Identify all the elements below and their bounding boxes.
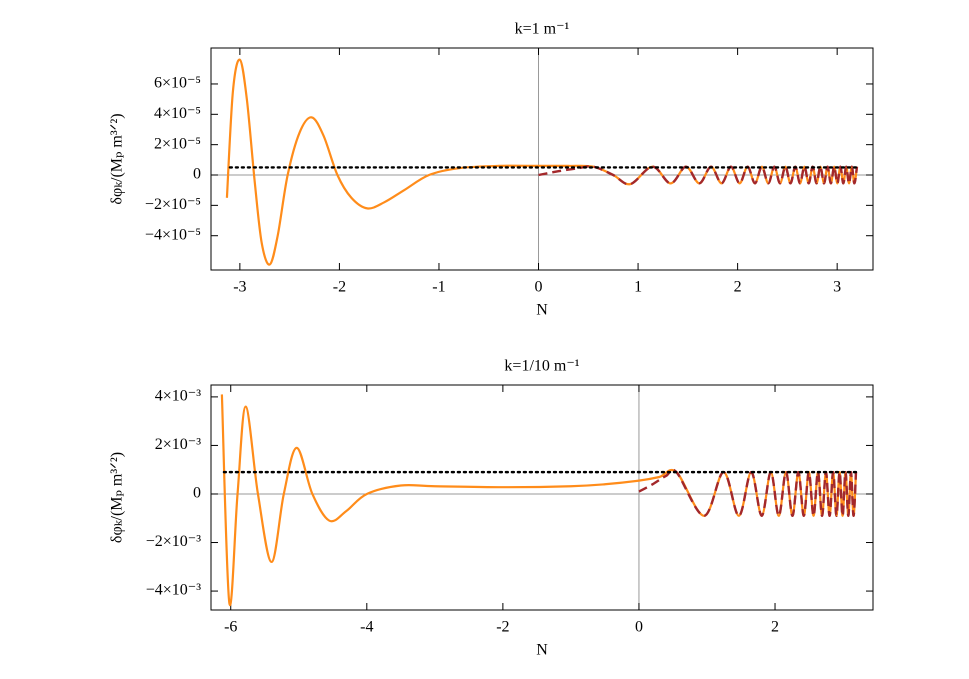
y-tick-label: −2×10⁻³ <box>146 533 201 550</box>
y-tick-label: 4×10⁻⁵ <box>154 105 201 122</box>
x-tick-label: 2 <box>734 279 742 296</box>
series-line <box>638 468 858 518</box>
y-axis-label: δφₖ/(Mₚ m³ᐟ²) <box>109 452 126 543</box>
plot-frame <box>210 384 874 611</box>
series-line <box>225 58 859 266</box>
x-tick-label: 0 <box>635 619 643 636</box>
x-tick-label: 2 <box>771 619 779 636</box>
y-tick-label: −2×10⁻⁵ <box>145 196 201 213</box>
chart-title: k=1 m⁻¹ <box>515 21 570 38</box>
plot-frame <box>210 47 874 271</box>
y-axis-label: δφₖ/(Mₚ m³ᐟ²) <box>109 113 126 204</box>
x-tick-label: -2 <box>496 619 509 636</box>
series-line <box>538 165 859 186</box>
x-tick-label: -6 <box>224 619 237 636</box>
x-tick-label: 0 <box>535 279 543 296</box>
chart-title: k=1/10 m⁻¹ <box>504 358 579 375</box>
x-tick-label: -1 <box>432 279 445 296</box>
x-tick-label: -2 <box>333 279 346 296</box>
y-tick-label: −4×10⁻³ <box>146 582 201 599</box>
x-tick-label: 3 <box>833 279 841 296</box>
x-tick-label: -3 <box>233 279 246 296</box>
y-tick-label: 2×10⁻⁵ <box>154 135 201 152</box>
series-line <box>220 394 858 607</box>
y-tick-label: 4×10⁻³ <box>155 388 201 405</box>
y-tick-label: 6×10⁻⁵ <box>154 75 201 92</box>
x-axis-label: N <box>536 642 548 659</box>
y-tick-label: 0 <box>193 485 201 502</box>
y-tick-label: 0 <box>193 166 201 183</box>
x-tick-label: -4 <box>360 619 373 636</box>
x-axis-label: N <box>536 302 548 319</box>
x-tick-label: 1 <box>634 279 642 296</box>
y-tick-label: 2×10⁻³ <box>155 436 201 453</box>
y-tick-label: −4×10⁻⁵ <box>145 226 201 243</box>
